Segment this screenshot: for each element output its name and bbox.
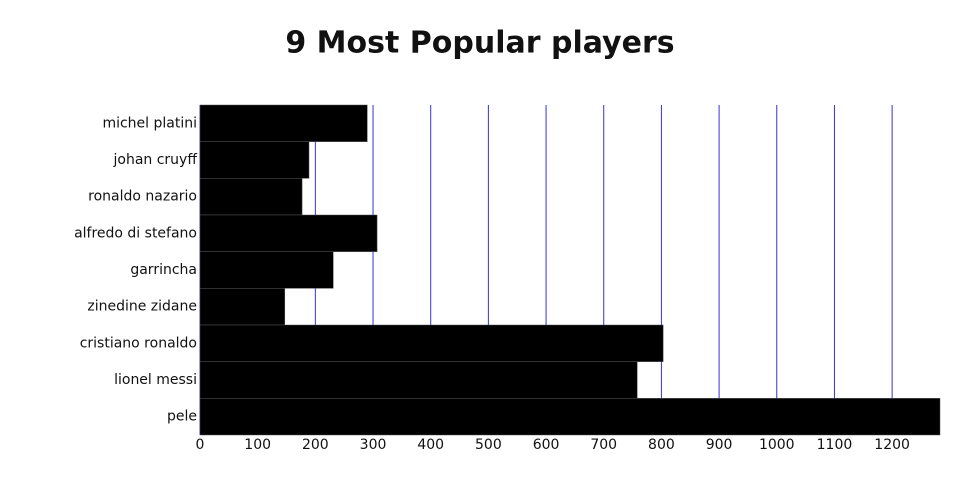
- y-tick-label: garrincha: [130, 262, 197, 278]
- x-tick-label: 500: [475, 437, 502, 453]
- x-tick-label: 1100: [817, 437, 853, 453]
- x-tick-label: 900: [706, 437, 733, 453]
- x-tick-label: 100: [244, 437, 271, 453]
- bar: [199, 214, 378, 252]
- x-tick-label: 800: [648, 437, 675, 453]
- y-tick-label: ronaldo nazario: [88, 189, 197, 205]
- bar: [199, 288, 286, 326]
- y-tick-label: alfredo di stefano: [74, 225, 197, 241]
- bar: [199, 324, 664, 362]
- y-tick-label: pele: [167, 409, 197, 425]
- y-tick-label: cristiano ronaldo: [80, 335, 197, 351]
- x-tick-label: 1200: [874, 437, 910, 453]
- y-tick-label: lionel messi: [114, 372, 197, 388]
- x-tick-label: 700: [590, 437, 617, 453]
- x-tick-label: 300: [360, 437, 387, 453]
- y-tick-label: johan cruyff: [113, 152, 198, 168]
- x-tick-label: 1000: [759, 437, 795, 453]
- bar: [199, 251, 334, 289]
- bar: [199, 398, 941, 436]
- bar: [199, 141, 310, 179]
- y-tick-label: michel platini: [102, 115, 197, 131]
- y-tick-label: zinedine zidane: [87, 299, 197, 315]
- x-tick-label: 400: [417, 437, 444, 453]
- bar: [199, 104, 368, 142]
- bar: [199, 178, 303, 216]
- x-tick-label: 600: [533, 437, 560, 453]
- x-tick-label: 200: [302, 437, 329, 453]
- x-tick-label: 0: [196, 437, 205, 453]
- bar: [199, 361, 638, 399]
- chart-title: 9 Most Popular players: [285, 26, 674, 61]
